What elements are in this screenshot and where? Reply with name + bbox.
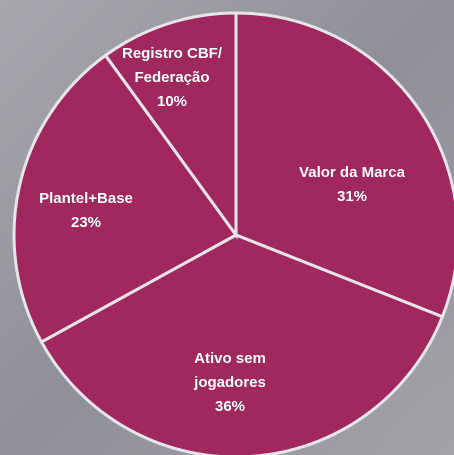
- value-label: 10%: [156, 93, 188, 110]
- value-label: 31%: [336, 188, 368, 205]
- pie-slice: [39, 233, 445, 455]
- slice-label: Registro CBF/ Federação 10%: [112, 42, 232, 114]
- pie-slice: [12, 53, 239, 344]
- value-label: 23%: [70, 214, 102, 231]
- category-label: Plantel+Base: [39, 190, 133, 207]
- pie-slice: [234, 11, 454, 319]
- slice-label: Valor da Marca 31%: [287, 161, 417, 209]
- value-label: 36%: [214, 398, 246, 415]
- category-label: Ativo sem jogadores: [194, 350, 266, 391]
- slice-label: Ativo sem jogadores 36%: [180, 347, 280, 419]
- pie-slice: [103, 11, 238, 240]
- category-label: Valor da Marca: [299, 164, 405, 181]
- category-label: Registro CBF/ Federação: [121, 45, 222, 86]
- slice-label: Plantel+Base 23%: [26, 187, 146, 235]
